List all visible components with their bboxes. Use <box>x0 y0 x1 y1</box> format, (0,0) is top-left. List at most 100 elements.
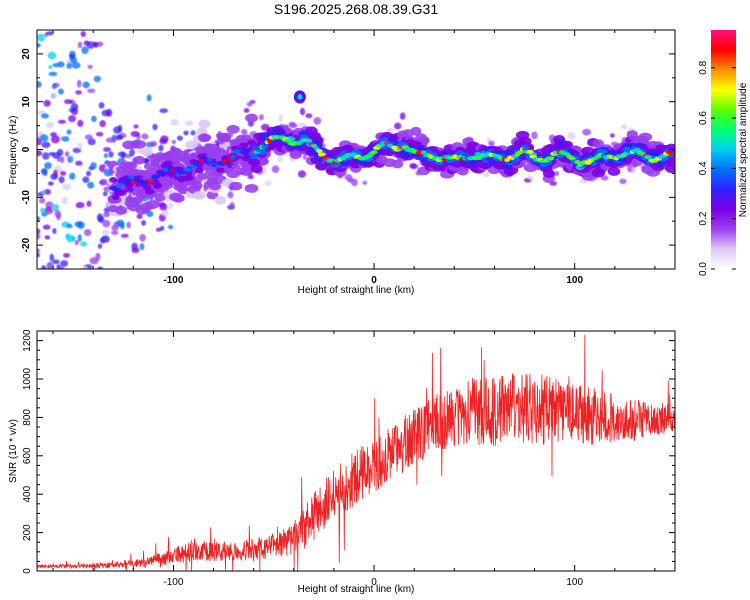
noise-blob <box>527 175 534 181</box>
noise-blob <box>609 133 615 138</box>
noise-blob <box>80 31 87 37</box>
noise-blob <box>567 132 576 140</box>
noise-blob <box>150 140 158 147</box>
ridge-blob <box>128 175 135 180</box>
ridge-blob <box>196 172 208 181</box>
noise-blob <box>77 119 84 127</box>
noise-blob <box>76 79 82 88</box>
noise-blob <box>71 62 81 69</box>
noise-blob <box>40 190 46 195</box>
noise-blob <box>74 221 83 228</box>
ridge-blob <box>607 167 621 176</box>
noise-blob <box>37 110 46 115</box>
noise-blob <box>621 124 628 130</box>
snr-y-label: SNR (10 * v/v) <box>8 419 19 483</box>
noise-blob <box>37 228 41 234</box>
noise-blob <box>101 229 111 236</box>
noise-blob <box>52 259 60 265</box>
noise-blob <box>98 164 107 173</box>
noise-blob <box>48 65 53 69</box>
ridge-blob <box>125 161 138 169</box>
noise-blob <box>57 119 67 124</box>
noise-blob <box>582 128 591 136</box>
colorbar: 0.0 0.2 0.4 0.6 0.8 Normalized spectral ampl… <box>698 30 749 276</box>
ridge-blob <box>425 149 433 155</box>
ridge-blob <box>132 140 147 149</box>
noise-blob <box>75 160 83 166</box>
ridge-blob <box>248 158 260 166</box>
noise-blob <box>45 201 54 209</box>
noise-blob <box>75 201 85 209</box>
noise-blob <box>46 31 54 36</box>
ridge-blob <box>230 155 237 159</box>
ridge-blob <box>196 160 202 165</box>
noise-blob <box>261 167 267 174</box>
noise-blob <box>39 134 49 142</box>
ridge-blob <box>184 175 194 181</box>
noise-blob <box>69 172 76 180</box>
noise-blob <box>258 114 264 121</box>
noise-blob <box>52 204 60 212</box>
noise-blob <box>170 118 179 126</box>
noise-blob <box>133 124 139 129</box>
noise-blob <box>63 253 70 258</box>
ridge-blob <box>231 163 241 170</box>
ridge-blob <box>225 160 231 165</box>
ridge-blob <box>165 150 176 158</box>
noise-blob <box>161 210 169 217</box>
noise-blob <box>77 142 83 150</box>
colorbar-tick-label: 0.6 <box>698 111 709 125</box>
noise-blob <box>87 88 96 94</box>
ridge-blob <box>209 181 221 191</box>
noise-blob <box>141 133 149 140</box>
y-tick-label: 1200 <box>22 329 33 352</box>
noise-blob <box>82 265 88 269</box>
ridge-blob <box>617 156 627 163</box>
noise-blob <box>136 213 143 219</box>
noise-blob <box>89 257 99 265</box>
noise-blob <box>45 121 55 129</box>
x-tick-label: 0 <box>371 275 377 286</box>
ridge-blob <box>214 195 226 205</box>
noise-blob <box>58 88 64 95</box>
ridge-blob <box>516 150 524 155</box>
noise-blob <box>51 92 57 100</box>
noise-blob <box>82 176 90 183</box>
spectrogram-x-label: Height of straight line (km) <box>298 285 415 296</box>
y-tick-label: 0 <box>21 146 32 152</box>
noise-blob <box>130 130 140 138</box>
noise-blob <box>103 153 108 159</box>
x-tick-label: 100 <box>566 577 583 588</box>
noise-blob <box>74 239 79 246</box>
noise-blob <box>277 156 283 163</box>
ridge-blob <box>205 152 214 159</box>
noise-blob <box>60 171 67 176</box>
ridge-blob <box>112 194 120 201</box>
ridge-blob <box>124 187 134 193</box>
noise-blob <box>96 213 103 222</box>
ridge-blob <box>146 180 154 184</box>
ridge-blob <box>185 171 193 177</box>
ridge-blob <box>239 142 249 149</box>
noise-blob <box>106 108 113 117</box>
noise-blob <box>84 134 93 140</box>
noise-blob <box>40 207 46 214</box>
noise-blob <box>95 131 104 137</box>
snr-x-label: Height of straight line (km) <box>298 584 415 595</box>
noise-blob <box>54 210 61 218</box>
noise-blob <box>52 152 61 159</box>
ridge-blob <box>210 148 220 156</box>
noise-blob <box>159 225 165 231</box>
noise-blob <box>50 135 60 144</box>
noise-blob <box>58 265 65 269</box>
noise-blob <box>113 126 122 134</box>
noise-blob <box>52 63 60 68</box>
noise-blob <box>240 128 248 136</box>
ridge-blob <box>437 164 447 172</box>
noise-blob <box>229 201 235 210</box>
ridge-blob <box>172 167 179 172</box>
noise-blob <box>60 156 65 164</box>
ridge-blob <box>116 189 126 195</box>
noise-blob <box>68 115 77 123</box>
noise-blob <box>37 81 42 88</box>
